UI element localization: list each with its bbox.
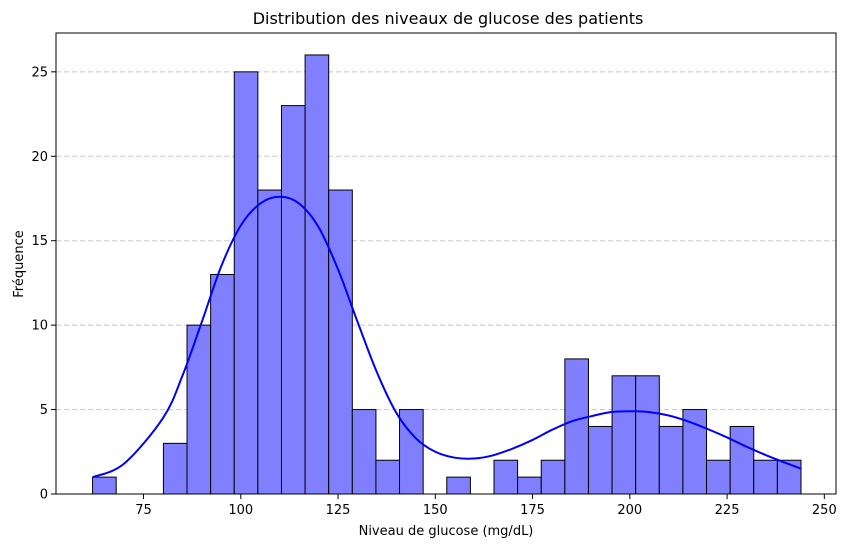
- histogram-bar: [329, 190, 353, 494]
- histogram-bar: [777, 460, 801, 494]
- histogram-bar: [163, 443, 187, 494]
- x-tick-label: 200: [617, 503, 642, 518]
- histogram-bar: [211, 274, 235, 494]
- y-tick-label: 15: [31, 234, 48, 249]
- y-tick-label: 10: [31, 319, 48, 334]
- x-tick-label: 125: [326, 503, 351, 518]
- histogram-bar: [447, 477, 471, 494]
- x-tick-label: 75: [135, 503, 152, 518]
- histogram-bar: [93, 477, 117, 494]
- x-tick-label: 100: [228, 503, 253, 518]
- x-axis-label: Niveau de glucose (mg/dL): [359, 524, 534, 539]
- y-tick-label: 5: [40, 403, 48, 418]
- x-tick-label: 150: [423, 503, 448, 518]
- histogram-bar: [258, 190, 282, 494]
- histogram-bar: [754, 460, 778, 494]
- histogram-bar: [730, 426, 754, 494]
- histogram-bar: [565, 359, 589, 494]
- histogram-bar: [376, 460, 400, 494]
- histogram-bar: [234, 72, 258, 494]
- histogram-bar: [612, 376, 636, 494]
- histogram-bar: [494, 460, 518, 494]
- y-tick-label: 0: [40, 488, 48, 503]
- histogram-bar: [659, 426, 683, 494]
- x-tick-label: 250: [812, 503, 837, 518]
- y-axis-ticks: 0 5 10 15 20 25: [31, 65, 56, 502]
- histogram-bar: [518, 477, 542, 494]
- histogram-bar: [541, 460, 565, 494]
- histogram-bar: [683, 410, 707, 494]
- y-axis-label: Fréquence: [12, 230, 27, 297]
- x-tick-label: 175: [520, 503, 545, 518]
- histogram-bar: [305, 55, 329, 494]
- y-tick-label: 20: [31, 150, 48, 165]
- histogram-bar: [281, 106, 305, 494]
- histogram-bar: [707, 460, 731, 494]
- x-tick-label: 225: [715, 503, 740, 518]
- histogram-bars: [93, 55, 801, 494]
- plot-frame: [56, 33, 836, 494]
- histogram-bar: [352, 410, 376, 494]
- x-axis-ticks: 75 100 125 150 175 200 225 250: [135, 494, 836, 518]
- y-tick-label: 25: [31, 65, 48, 80]
- grid-lines: [56, 72, 836, 410]
- chart-title: Distribution des niveaux de glucose des …: [253, 9, 644, 28]
- histogram-bar: [187, 325, 211, 494]
- histogram-bar: [588, 426, 612, 494]
- histogram-bar: [636, 376, 660, 494]
